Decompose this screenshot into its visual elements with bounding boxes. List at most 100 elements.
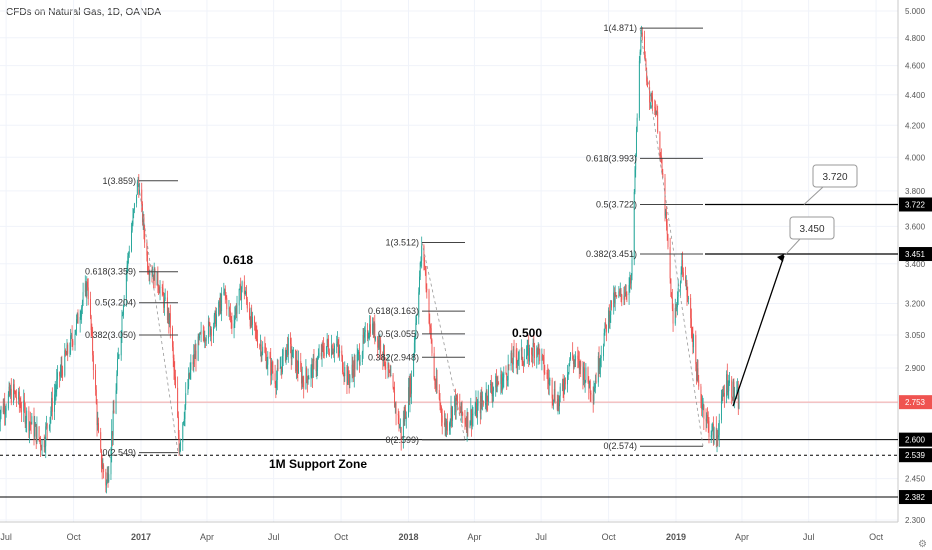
candle-body bbox=[723, 392, 725, 397]
candle-body bbox=[192, 362, 194, 365]
price-label: 2.753 bbox=[905, 398, 926, 407]
candle-body bbox=[737, 389, 739, 391]
candle-body bbox=[415, 322, 417, 336]
candle-body bbox=[34, 426, 36, 437]
candle-body bbox=[185, 393, 187, 406]
candle-body bbox=[450, 407, 452, 420]
candle-body bbox=[558, 398, 560, 407]
candle-body bbox=[505, 371, 507, 374]
candle-body bbox=[654, 106, 656, 108]
candle-body bbox=[320, 352, 322, 357]
candle-body bbox=[337, 341, 339, 348]
candle-body bbox=[500, 374, 502, 384]
candle-body bbox=[113, 410, 115, 414]
candle-body bbox=[292, 349, 294, 351]
candle-body bbox=[251, 312, 253, 325]
candle-body bbox=[48, 425, 50, 429]
candle-body bbox=[339, 350, 341, 354]
candle-body bbox=[693, 335, 695, 348]
candle-body bbox=[117, 355, 119, 359]
candle-body bbox=[619, 291, 621, 293]
candle-body bbox=[224, 288, 226, 295]
candle-body bbox=[81, 307, 83, 317]
candle-body bbox=[106, 472, 108, 483]
y-axis-ticks: 5.000 4.800 4.600 4.400 4.200 4.000 3.800 3.600… bbox=[905, 7, 926, 525]
candle-body bbox=[46, 423, 48, 429]
x-tick-label: Jul bbox=[803, 532, 815, 542]
candle-body bbox=[24, 400, 25, 407]
candle-body bbox=[475, 401, 477, 412]
candle-body bbox=[333, 351, 335, 353]
candle-body bbox=[405, 410, 407, 419]
candle-body bbox=[120, 332, 122, 356]
candle-body bbox=[15, 397, 17, 400]
candle-body bbox=[465, 423, 467, 425]
candle-body bbox=[394, 403, 396, 408]
candle-body bbox=[652, 96, 653, 107]
candle-body bbox=[260, 344, 261, 346]
price-callout: 3.720 bbox=[803, 164, 858, 205]
candle-body bbox=[225, 294, 227, 299]
candle-body bbox=[667, 234, 669, 248]
candle-body bbox=[169, 313, 171, 328]
candle-body bbox=[35, 424, 36, 427]
candle-body bbox=[9, 386, 11, 395]
candle-body bbox=[91, 330, 93, 333]
candle-body bbox=[351, 364, 353, 376]
candle-body bbox=[123, 298, 125, 307]
candle-body bbox=[65, 350, 66, 355]
candle-body bbox=[54, 394, 55, 412]
candle-body bbox=[228, 307, 230, 310]
candle-body bbox=[229, 311, 231, 318]
callout-pointer bbox=[785, 238, 801, 255]
candle-body bbox=[398, 415, 400, 428]
y-tick-label: 4.400 bbox=[905, 91, 926, 100]
candle-body bbox=[636, 117, 638, 132]
candle-body bbox=[480, 395, 482, 414]
candle-body bbox=[347, 370, 349, 385]
candle-body bbox=[97, 423, 99, 426]
candle-body bbox=[279, 367, 281, 369]
candle-body bbox=[85, 283, 87, 297]
candle-body bbox=[177, 387, 179, 417]
candle-body bbox=[204, 339, 206, 341]
candle-body bbox=[523, 359, 525, 366]
candle-body bbox=[0, 413, 1, 422]
candle-body bbox=[262, 346, 264, 354]
candle-body bbox=[384, 363, 386, 368]
candle-body bbox=[4, 411, 6, 414]
candle-body bbox=[357, 352, 359, 355]
price-label-bg bbox=[899, 432, 932, 447]
candle-body bbox=[373, 323, 375, 335]
candle-body bbox=[14, 391, 16, 393]
candle-body bbox=[332, 351, 334, 354]
candle-body bbox=[161, 287, 163, 288]
candle-body bbox=[608, 310, 610, 323]
candle-body bbox=[526, 346, 528, 356]
candle-body bbox=[548, 379, 549, 385]
candle-body bbox=[402, 418, 404, 440]
candle-body bbox=[0, 406, 2, 414]
candle-body bbox=[159, 287, 161, 294]
candle-body bbox=[108, 474, 110, 482]
candle-body bbox=[551, 379, 553, 399]
candle-body bbox=[202, 330, 204, 335]
candle-body bbox=[197, 336, 199, 361]
candle-body bbox=[531, 347, 533, 355]
candle-body bbox=[531, 354, 533, 357]
candle-body bbox=[454, 396, 456, 413]
candle-body bbox=[103, 465, 105, 473]
candle-body bbox=[421, 245, 423, 261]
candle-body bbox=[213, 315, 215, 328]
candle-body bbox=[295, 349, 297, 372]
candle-body bbox=[608, 310, 610, 332]
candle-body bbox=[495, 376, 497, 392]
candle-body bbox=[318, 352, 320, 357]
candle-body bbox=[657, 111, 659, 133]
candle-body bbox=[726, 374, 728, 397]
candle-body bbox=[656, 111, 658, 113]
price-label: 3.451 bbox=[905, 250, 926, 259]
candle-body bbox=[231, 319, 233, 329]
candle-body bbox=[527, 345, 529, 347]
